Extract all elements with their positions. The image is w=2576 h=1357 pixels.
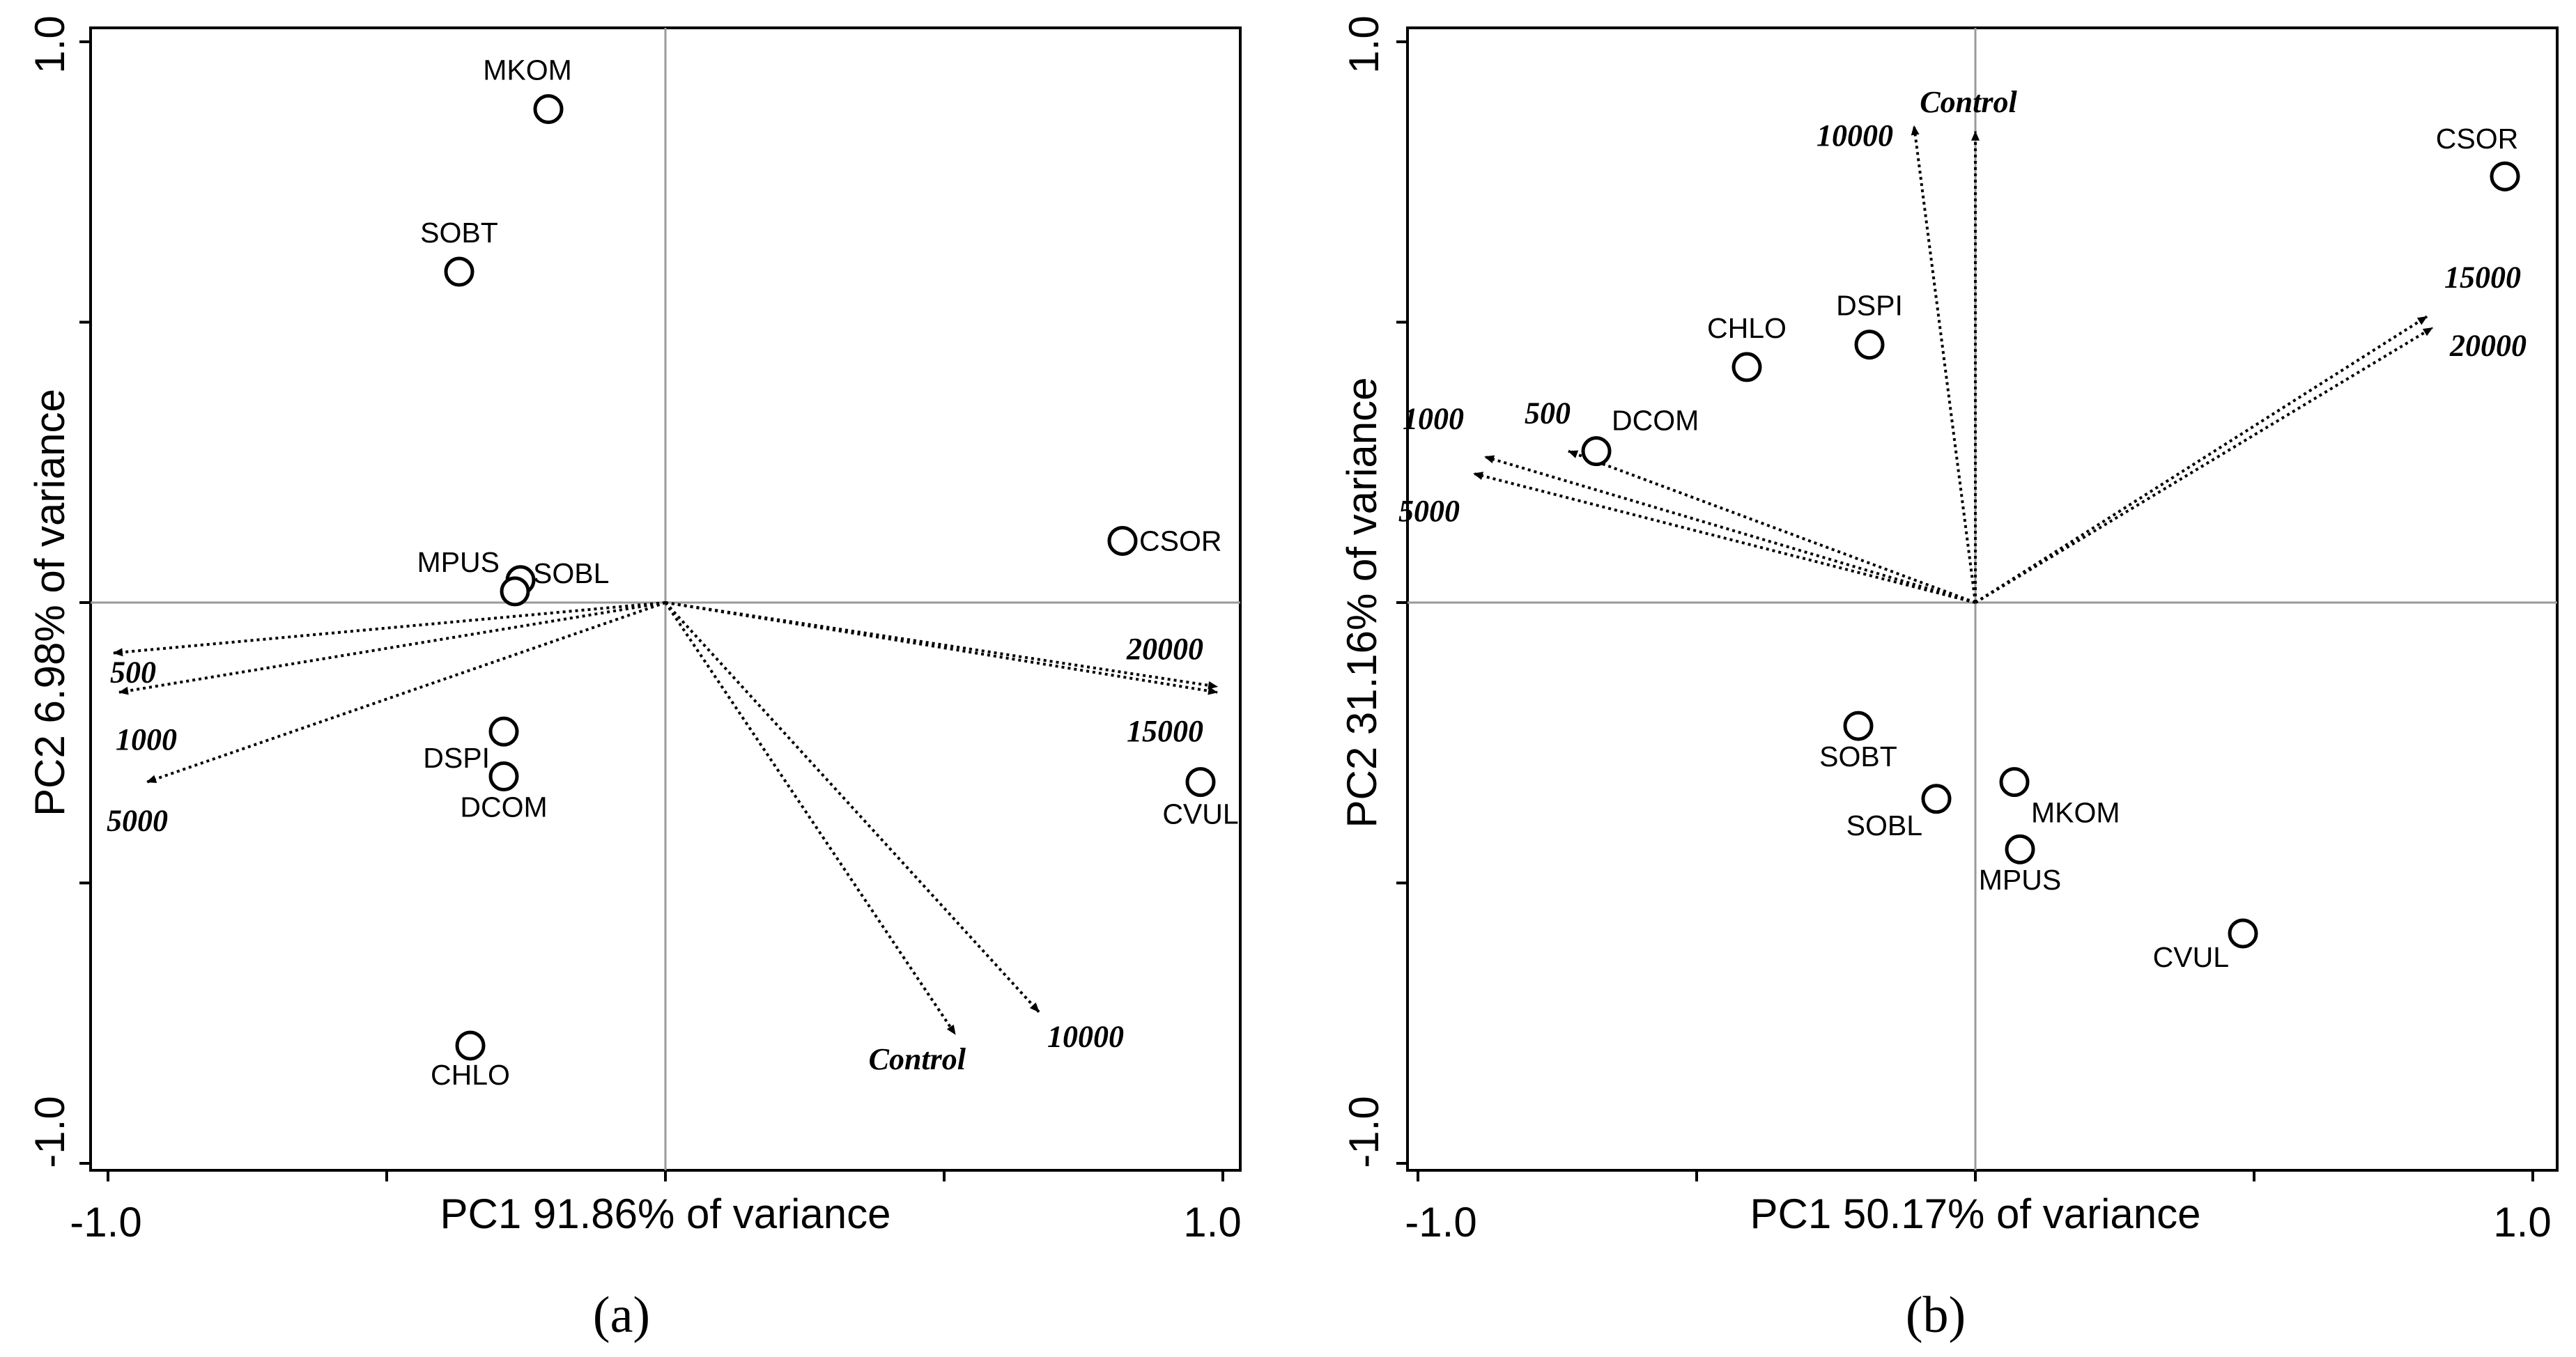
y-axis-title-b: PC2 31.16% of variance [1339, 377, 1385, 828]
species-label-csor: CSOR [2436, 123, 2518, 155]
loading-vector-1000 [1484, 455, 1976, 604]
vector-layer-a: 500 1000 5000 20000 15000 Control 10000 [107, 601, 1218, 1076]
vector-layer-b: Control 10000 15000 20000 1000 500 5000 [1398, 85, 2527, 604]
species-point-cvul [1185, 767, 1216, 798]
x-tick-label-max-a: 1.0 [1183, 1199, 1241, 1246]
vector-label-500: 500 [1525, 396, 1571, 431]
y-tick-label-max-a: 1.0 [26, 15, 73, 73]
y-tick-label-min-b: -1.0 [1341, 1096, 1387, 1168]
loading-vector-10000 [1911, 125, 1977, 603]
loading-vector-15000 [665, 601, 1218, 695]
species-label-dspi: DSPI [423, 742, 490, 774]
y-axis-title-a: PC2 6.98% of variance [26, 389, 73, 816]
species-label-cvul: CVUL [2153, 941, 2229, 973]
species-label-dcom: DCOM [460, 791, 547, 823]
x-tick-label-min-b: -1.0 [1405, 1199, 1476, 1246]
species-point-csor [2490, 161, 2520, 192]
species-label-dcom: DCOM [1612, 405, 1699, 437]
loading-vector-5000 [1473, 472, 1976, 604]
species-point-chlo [1732, 352, 1762, 382]
vector-label-10000: 10000 [1047, 1020, 1124, 1054]
panel-label-b: (b) [1906, 1287, 1966, 1344]
species-label-sobt: SOBT [420, 217, 498, 249]
species-point-mkom [1999, 767, 2030, 798]
species-point-dcom [1581, 436, 1612, 467]
species-label-sobl: SOBL [533, 557, 609, 589]
species-label-cvul: CVUL [1162, 798, 1238, 830]
vector-label-15000: 15000 [1127, 714, 1203, 748]
x-axis-title-b: PC1 50.17% of variance [1750, 1191, 2200, 1237]
vector-label-20000: 20000 [1126, 632, 1203, 666]
axis-ticks-a [79, 40, 1224, 1181]
species-label-dspi: DSPI [1836, 290, 1903, 322]
panel-label-a: (a) [593, 1287, 650, 1344]
species-label-csor: CSOR [1139, 525, 1221, 557]
panel-b: -1.0 1.0 1.0 -1.0 PC1 50.17% of variance… [1339, 15, 2559, 1344]
loading-vector-control [664, 601, 957, 1035]
x-tick-label-min-a: -1.0 [70, 1199, 141, 1246]
loading-vector-15000 [1974, 315, 2428, 604]
vector-label-control: Control [869, 1042, 966, 1076]
species-point-sobl [500, 576, 530, 607]
loading-vector-5000 [146, 601, 666, 784]
plot-frame-b [1406, 26, 2559, 1172]
loading-vector-500 [113, 601, 666, 657]
x-tick-label-max-b: 1.0 [2493, 1199, 2551, 1246]
vector-label-500: 500 [110, 655, 156, 689]
vector-label-20000: 20000 [2449, 329, 2527, 363]
species-point-csor [1107, 525, 1138, 556]
species-point-sobt [1843, 711, 1874, 741]
axis-ticks-b [1396, 40, 2534, 1181]
panel-a: -1.0 1.0 1.0 -1.0 PC1 91.86% of variance… [26, 15, 1242, 1344]
vector-label-5000: 5000 [107, 804, 168, 838]
species-point-chlo [455, 1030, 486, 1061]
species-point-sobt [444, 256, 475, 287]
loading-vector-500 [1568, 449, 1976, 604]
species-point-cvul [2228, 918, 2258, 949]
species-point-mkom [533, 94, 564, 125]
vector-label-10000: 10000 [1817, 118, 1893, 153]
species-point-mpus [2005, 834, 2035, 864]
loading-vector-20000 [665, 601, 1218, 690]
point-layer-a: MKOM SOBT MPUS SOBL DSPI DCOM CHLO CSOR CVUL [417, 54, 1239, 1091]
point-layer-b: CSOR DSPI CHLO DCOM SOBT MKOM SOBL MPUS CVUL [1581, 123, 2520, 973]
species-label-chlo: CHLO [431, 1059, 510, 1091]
vector-label-5000: 5000 [1398, 494, 1460, 528]
loading-vector-1000 [118, 601, 666, 695]
species-point-dspi [1854, 329, 1885, 360]
loading-vector-10000 [664, 601, 1040, 1013]
x-axis-title-a: PC1 91.86% of variance [440, 1191, 890, 1237]
y-tick-label-min-a: -1.0 [26, 1096, 73, 1168]
vector-label-1000: 1000 [1403, 402, 1464, 436]
species-label-mkom: MKOM [2031, 797, 2120, 829]
vector-label-control: Control [1920, 85, 2017, 119]
species-label-mpus: MPUS [1979, 864, 2061, 896]
y-tick-label-max-b: 1.0 [1341, 15, 1387, 73]
vector-label-1000: 1000 [116, 722, 177, 757]
species-label-mpus: MPUS [417, 546, 500, 578]
species-label-mkom: MKOM [483, 54, 572, 86]
species-point-dspi [488, 716, 519, 747]
species-label-chlo: CHLO [1707, 312, 1787, 344]
species-label-sobl: SOBL [1846, 809, 1922, 842]
loading-vector-20000 [1974, 326, 2434, 604]
species-point-sobl [1921, 784, 1952, 814]
species-point-dcom [488, 761, 519, 792]
species-label-sobt: SOBT [1819, 740, 1897, 773]
vector-label-15000: 15000 [2444, 260, 2521, 294]
